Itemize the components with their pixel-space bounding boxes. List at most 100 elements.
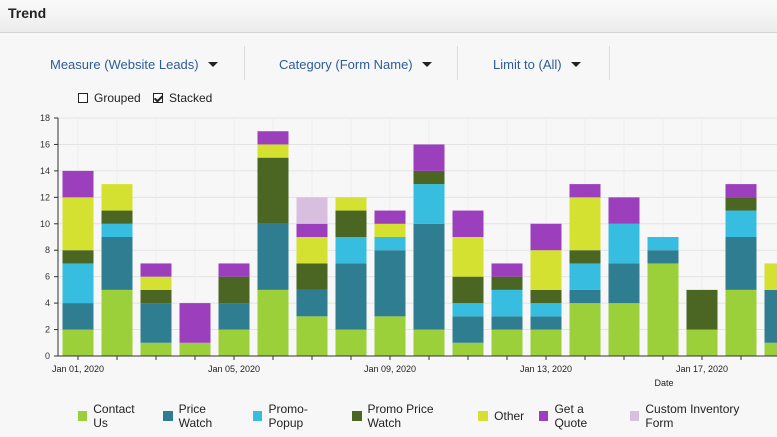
bar-promo-popup[interactable] bbox=[569, 263, 601, 290]
bar-promo-popup[interactable] bbox=[335, 237, 367, 264]
bar-price-watch[interactable] bbox=[296, 289, 328, 317]
bar-promo-price-watch[interactable] bbox=[101, 210, 133, 224]
bar-promo-popup[interactable] bbox=[608, 223, 640, 264]
bar-contact-us[interactable] bbox=[140, 342, 172, 356]
bar-promo-popup[interactable] bbox=[62, 263, 94, 304]
legend-item-custom-inventory-form[interactable]: Custom Inventory Form bbox=[630, 402, 762, 430]
bar-promo-price-watch[interactable] bbox=[530, 289, 562, 304]
bar-price-watch[interactable] bbox=[218, 303, 250, 330]
bar-get-a-quote[interactable] bbox=[179, 303, 211, 343]
bar-contact-us[interactable] bbox=[413, 329, 445, 356]
bar-other[interactable] bbox=[530, 250, 562, 290]
bar-price-watch[interactable] bbox=[452, 316, 484, 343]
bar-promo-popup[interactable] bbox=[491, 289, 523, 317]
bar-contact-us[interactable] bbox=[647, 263, 679, 356]
bar-other[interactable] bbox=[374, 223, 406, 237]
bar-promo-price-watch[interactable] bbox=[491, 276, 523, 290]
bar-get-a-quote[interactable] bbox=[725, 184, 757, 198]
legend-item-promo-popup[interactable]: Promo-Popup bbox=[253, 402, 337, 430]
bar-price-watch[interactable] bbox=[140, 303, 172, 343]
bar-other[interactable] bbox=[101, 184, 133, 211]
grouped-checkbox[interactable]: Grouped bbox=[78, 91, 141, 105]
category-dropdown[interactable]: Category (Form Name) bbox=[279, 48, 432, 80]
bar-get-a-quote[interactable] bbox=[530, 223, 562, 251]
bar-promo-price-watch[interactable] bbox=[335, 210, 367, 237]
bar-get-a-quote[interactable] bbox=[140, 263, 172, 277]
bar-promo-price-watch[interactable] bbox=[62, 250, 94, 264]
bar-promo-popup[interactable] bbox=[452, 303, 484, 317]
bar-get-a-quote[interactable] bbox=[257, 131, 289, 145]
bar-contact-us[interactable] bbox=[452, 342, 484, 356]
bar-promo-popup[interactable] bbox=[374, 237, 406, 251]
bar-price-watch[interactable] bbox=[62, 303, 94, 330]
bar-contact-us[interactable] bbox=[218, 329, 250, 356]
legend-item-contact-us[interactable]: Contact Us bbox=[78, 402, 148, 430]
bar-contact-us[interactable] bbox=[374, 316, 406, 356]
bar-contact-us[interactable] bbox=[101, 289, 133, 356]
bar-promo-price-watch[interactable] bbox=[257, 157, 289, 224]
bar-other[interactable] bbox=[140, 276, 172, 290]
bar-get-a-quote[interactable] bbox=[569, 184, 601, 198]
legend-item-get-a-quote[interactable]: Get a Quote bbox=[539, 402, 615, 430]
bar-price-watch[interactable] bbox=[569, 289, 601, 304]
bar-other[interactable] bbox=[569, 197, 601, 251]
bar-get-a-quote[interactable] bbox=[608, 197, 640, 224]
bar-custom-inventory-form[interactable] bbox=[296, 197, 328, 224]
bar-promo-popup[interactable] bbox=[101, 223, 133, 237]
bar-price-watch[interactable] bbox=[413, 223, 445, 330]
bar-price-watch[interactable] bbox=[491, 316, 523, 330]
stacked-checkbox-box[interactable] bbox=[153, 93, 163, 103]
bar-promo-price-watch[interactable] bbox=[296, 263, 328, 290]
bar-other[interactable] bbox=[296, 237, 328, 264]
bar-promo-price-watch[interactable] bbox=[140, 289, 172, 304]
bar-price-watch[interactable] bbox=[257, 223, 289, 290]
bar-contact-us[interactable] bbox=[257, 289, 289, 356]
limit-dropdown[interactable]: Limit to (All) bbox=[493, 48, 581, 80]
bar-contact-us[interactable] bbox=[686, 329, 718, 356]
bar-other[interactable] bbox=[452, 237, 484, 277]
bar-contact-us[interactable] bbox=[569, 303, 601, 356]
bar-promo-popup[interactable] bbox=[413, 184, 445, 224]
bar-promo-price-watch[interactable] bbox=[218, 276, 250, 304]
legend-item-promo-price-watch[interactable]: Promo Price Watch bbox=[352, 402, 463, 430]
bar-get-a-quote[interactable] bbox=[218, 263, 250, 277]
bar-promo-price-watch[interactable] bbox=[725, 197, 757, 211]
bar-other[interactable] bbox=[764, 263, 777, 290]
bar-promo-price-watch[interactable] bbox=[413, 170, 445, 185]
bar-price-watch[interactable] bbox=[101, 237, 133, 290]
measure-dropdown[interactable]: Measure (Website Leads) bbox=[50, 48, 218, 80]
bar-contact-us[interactable] bbox=[608, 303, 640, 356]
bar-other[interactable] bbox=[62, 197, 94, 251]
bar-price-watch[interactable] bbox=[608, 263, 640, 304]
bar-promo-price-watch[interactable] bbox=[452, 276, 484, 304]
bar-price-watch[interactable] bbox=[764, 289, 777, 343]
bar-other[interactable] bbox=[335, 197, 367, 211]
bar-price-watch[interactable] bbox=[725, 237, 757, 290]
bar-contact-us[interactable] bbox=[296, 316, 328, 356]
bar-get-a-quote[interactable] bbox=[452, 210, 484, 237]
bar-promo-popup[interactable] bbox=[530, 303, 562, 317]
bar-get-a-quote[interactable] bbox=[62, 170, 94, 198]
bar-get-a-quote[interactable] bbox=[374, 210, 406, 224]
bar-promo-price-watch[interactable] bbox=[686, 289, 718, 330]
bar-get-a-quote[interactable] bbox=[413, 144, 445, 171]
bar-contact-us[interactable] bbox=[62, 329, 94, 356]
bar-price-watch[interactable] bbox=[374, 250, 406, 317]
bar-contact-us[interactable] bbox=[335, 329, 367, 356]
stacked-checkbox[interactable]: Stacked bbox=[153, 91, 212, 105]
bar-promo-popup[interactable] bbox=[647, 237, 679, 251]
bar-contact-us[interactable] bbox=[725, 289, 757, 356]
bar-get-a-quote[interactable] bbox=[491, 263, 523, 277]
bar-contact-us[interactable] bbox=[530, 329, 562, 356]
bar-contact-us[interactable] bbox=[764, 342, 777, 356]
bar-price-watch[interactable] bbox=[647, 250, 679, 264]
bar-contact-us[interactable] bbox=[491, 329, 523, 356]
bar-contact-us[interactable] bbox=[179, 342, 211, 356]
bar-get-a-quote[interactable] bbox=[296, 223, 328, 237]
legend-item-price-watch[interactable]: Price Watch bbox=[163, 402, 238, 430]
bar-other[interactable] bbox=[257, 144, 289, 158]
bar-price-watch[interactable] bbox=[335, 263, 367, 330]
grouped-checkbox-box[interactable] bbox=[78, 93, 88, 103]
bar-price-watch[interactable] bbox=[530, 316, 562, 330]
bar-promo-popup[interactable] bbox=[725, 210, 757, 237]
